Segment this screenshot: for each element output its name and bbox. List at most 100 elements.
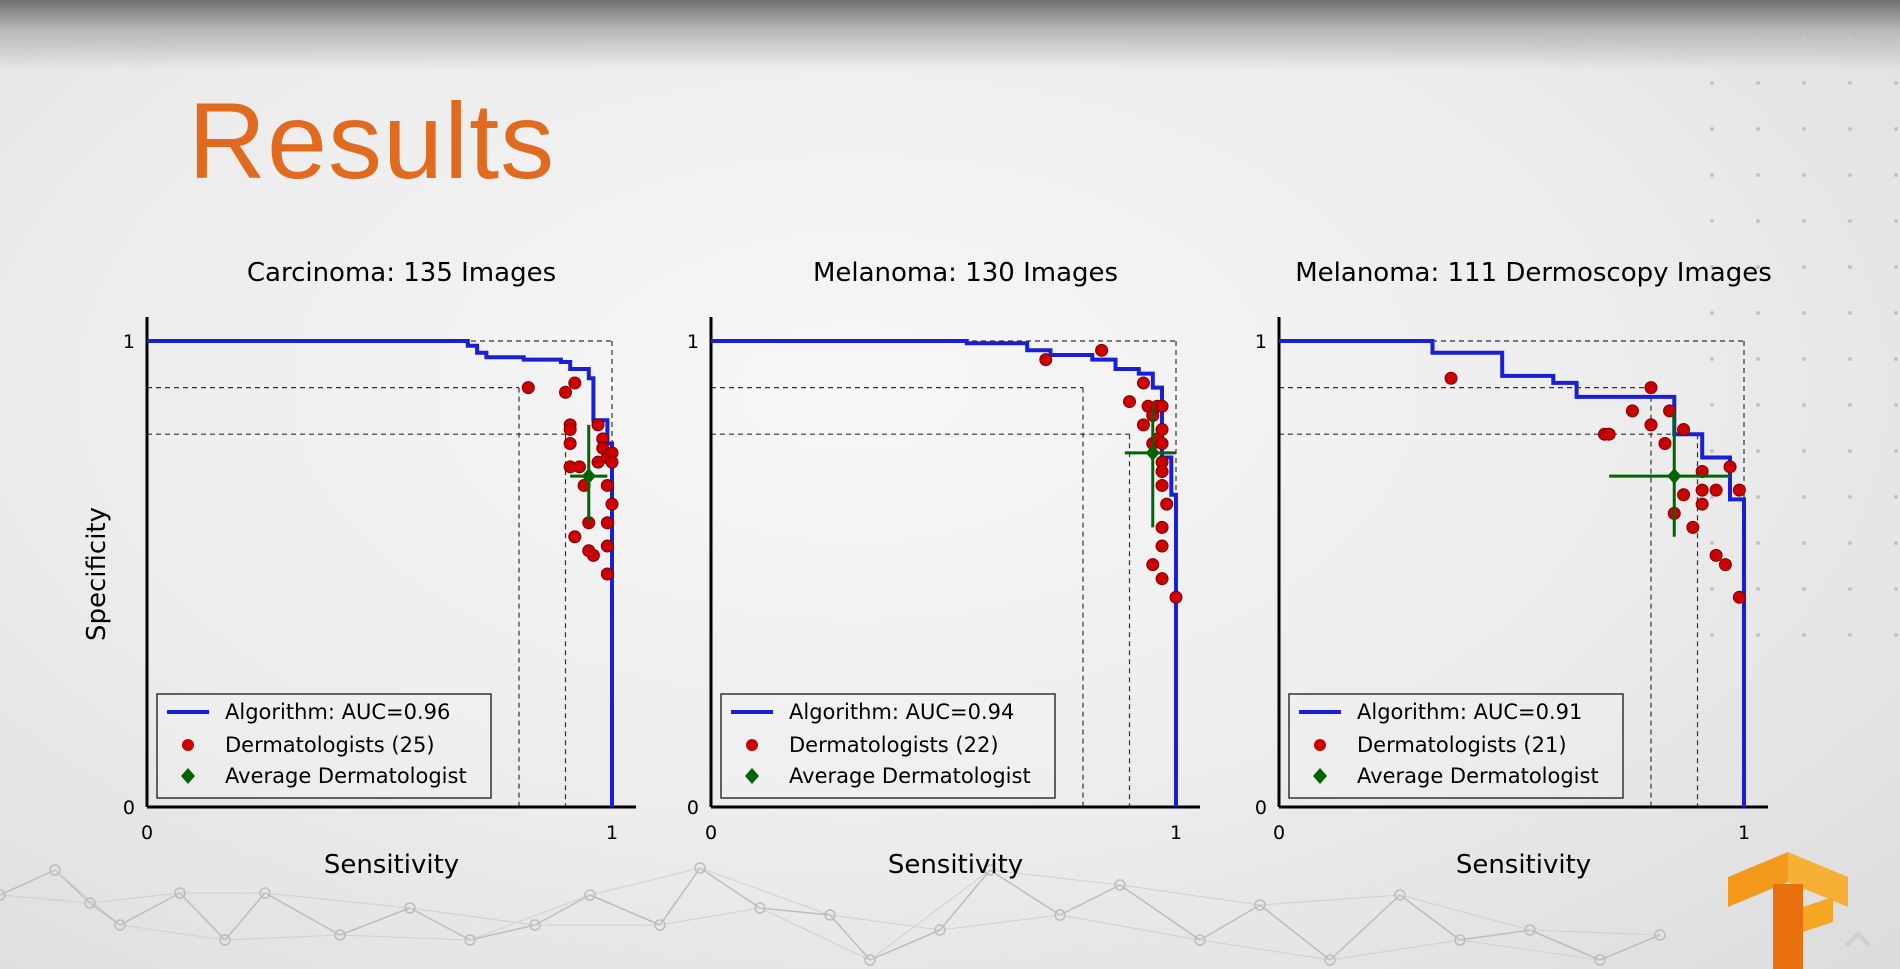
average-dermatologist-point	[1667, 468, 1682, 485]
dermatologist-point	[600, 516, 614, 530]
dermatologist-point	[1155, 478, 1169, 492]
dermatologist-point	[1155, 464, 1169, 478]
dermatologist-point	[1039, 353, 1053, 367]
y-tick-label: 1	[1255, 331, 1267, 353]
dermatologist-point	[1155, 539, 1169, 553]
dermatologist-point	[1444, 371, 1458, 385]
legend-algorithm-label: Algorithm: AUC=0.94	[789, 700, 1014, 724]
dermatologist-point	[1695, 483, 1709, 497]
x-tick-label: 1	[606, 822, 618, 844]
x-tick-label: 0	[1273, 822, 1285, 844]
dermatologist-point	[1677, 423, 1691, 437]
dermatologist-point	[559, 385, 572, 399]
chart-title: Melanoma: 111 Dermoscopy Images	[1295, 258, 1772, 288]
legend-average-label: Average Dermatologist	[225, 764, 467, 788]
legend-box	[720, 693, 1056, 799]
dermatologist-point	[1095, 343, 1109, 357]
dermatologist-point	[568, 376, 582, 390]
dermatologist-point	[600, 567, 614, 581]
dermatologist-point	[1723, 460, 1737, 474]
dermatologist-point	[563, 437, 577, 451]
x-axis-label: Sensitivity	[324, 850, 459, 880]
legend-average-swatch	[1313, 768, 1327, 784]
x-tick-label: 0	[141, 822, 153, 844]
dermatologist-point	[1155, 572, 1169, 586]
dermatologist-point	[1602, 427, 1616, 441]
dermatologist-point	[563, 423, 577, 437]
dermatologist-point	[1160, 497, 1174, 511]
top-shadow-band	[0, 0, 1900, 70]
chart-panel-3: 0 1 0 1 Melanoma: 111 Dermoscopy Images Sensi…	[1255, 258, 1772, 880]
y-tick-label: 1	[687, 331, 699, 353]
dermatologist-point	[568, 530, 582, 544]
chart-panel-1: 0 1 0 1 Carcinoma: 135 Images Sensitivity Spec…	[82, 258, 636, 880]
legend-dermatologists-swatch	[746, 739, 758, 751]
dermatologist-point	[1123, 395, 1136, 409]
dermatologist-point	[600, 539, 614, 553]
legend-dermatologists-label: Dermatologists (22)	[789, 733, 999, 757]
average-dermatologist-point	[1145, 444, 1160, 461]
dermatologist-point	[1644, 418, 1658, 432]
y-tick-label: 0	[123, 797, 135, 819]
legend-algorithm-label: Algorithm: AUC=0.96	[225, 700, 450, 724]
dermatologist-point	[1155, 437, 1169, 451]
dermatologist-point	[1686, 520, 1700, 534]
legend-dermatologists-swatch	[1314, 739, 1326, 751]
dermatologist-point	[1732, 483, 1746, 497]
legend-average-label: Average Dermatologist	[789, 764, 1031, 788]
dermatologist-point	[1709, 483, 1723, 497]
dermatologist-point	[1677, 488, 1691, 502]
dermatologist-point	[591, 418, 605, 432]
average-dermatologist-point	[581, 468, 596, 485]
chart-legend: Algorithm: AUC=0.94 Dermatologists (22) Av…	[720, 693, 1056, 799]
slide-title: Results	[188, 80, 556, 201]
legend-average-swatch	[181, 768, 195, 784]
chart-title: Carcinoma: 135 Images	[247, 258, 556, 288]
dermatologist-point	[1732, 590, 1746, 604]
y-tick-label: 1	[123, 331, 135, 353]
legend-box	[156, 693, 492, 799]
x-axis-label: Sensitivity	[888, 850, 1023, 880]
chart-legend: Algorithm: AUC=0.91 Dermatologists (21) Av…	[1288, 693, 1624, 799]
dermatologist-point	[1695, 497, 1709, 511]
legend-algorithm-label: Algorithm: AUC=0.91	[1357, 700, 1582, 724]
dermatologist-point	[572, 460, 586, 474]
dermatologist-point	[586, 548, 600, 562]
y-axis-label: Specificity	[82, 507, 112, 641]
algorithm-roc-line	[711, 339, 1178, 807]
dermatologist-point	[1155, 520, 1169, 534]
dermatologist-point	[521, 381, 535, 395]
y-tick-label: 0	[1255, 797, 1267, 819]
x-axis-label: Sensitivity	[1456, 850, 1591, 880]
corner-chevron-icon	[1844, 931, 1872, 948]
legend-average-swatch	[745, 768, 759, 784]
dermatologist-point	[1155, 423, 1169, 437]
dermatologist-point	[1644, 381, 1658, 395]
x-tick-label: 1	[1738, 822, 1750, 844]
chart-legend: Algorithm: AUC=0.96 Dermatologists (25) Av…	[156, 693, 492, 799]
dermatologist-point	[1718, 558, 1732, 572]
dermatologist-point	[1136, 376, 1150, 390]
legend-dermatologists-label: Dermatologists (25)	[225, 733, 435, 757]
dermatologist-point	[605, 455, 619, 469]
dermatologist-point	[605, 497, 619, 511]
legend-dermatologists-swatch	[182, 739, 194, 751]
dermatologist-point	[1136, 418, 1150, 432]
dermatologist-point	[1625, 404, 1639, 418]
dermatologist-point	[1146, 558, 1160, 572]
x-tick-label: 1	[1170, 822, 1182, 844]
algorithm-roc-line	[147, 339, 614, 807]
dermatologist-point	[1169, 590, 1183, 604]
legend-box	[1288, 693, 1624, 799]
chart-title: Melanoma: 130 Images	[813, 258, 1118, 288]
dermatologist-point	[600, 478, 614, 492]
dermatologist-point	[1709, 548, 1723, 562]
x-tick-label: 0	[705, 822, 717, 844]
y-tick-label: 0	[687, 797, 699, 819]
chart-panel-2: 0 1 0 1 Melanoma: 130 Images Sensitivity Algor…	[687, 258, 1200, 880]
dermatologist-point	[1155, 399, 1169, 413]
legend-dermatologists-label: Dermatologists (21)	[1357, 733, 1567, 757]
tensorflow-logo-icon	[1728, 852, 1848, 969]
